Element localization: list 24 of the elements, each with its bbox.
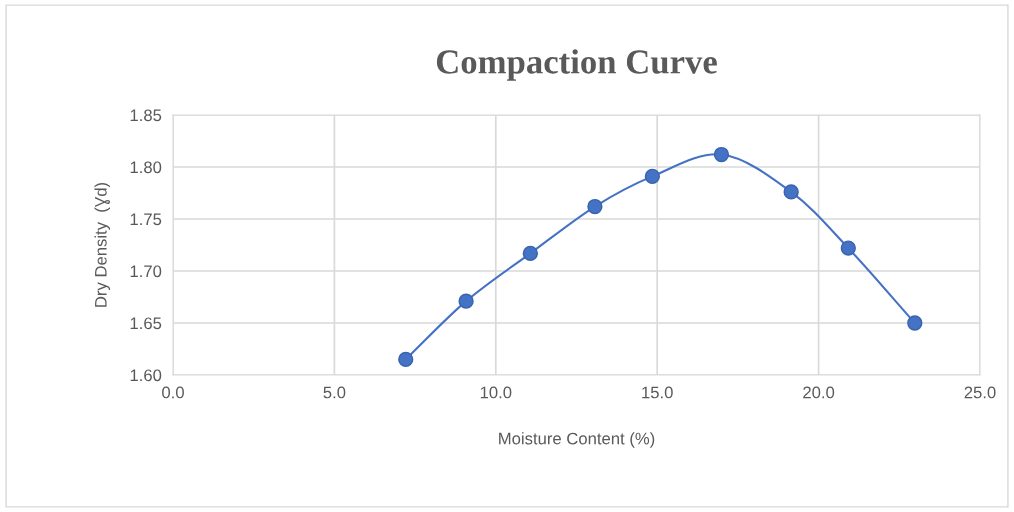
point — [587, 198, 603, 215]
y-tick-label: 1.60 — [130, 369, 162, 382]
point — [458, 293, 474, 309]
y-tick-label: 1.85 — [130, 109, 162, 122]
x-tick-label: 10.0 — [480, 386, 512, 399]
x-tick-label: 5.0 — [323, 386, 346, 399]
chart-title: Compaction Curve — [436, 49, 717, 81]
point — [398, 351, 414, 368]
y-tick-label: 1.70 — [130, 265, 162, 278]
y-tick-label: 1.75 — [130, 213, 162, 226]
point — [783, 184, 799, 200]
x-axis-title: Moisture Content (%) — [499, 432, 655, 448]
x-tick-label: 25.0 — [964, 386, 996, 399]
point — [644, 168, 660, 184]
y-tick-label: 1.80 — [130, 161, 162, 174]
x-tick-label: 20.0 — [803, 386, 835, 399]
point — [840, 240, 856, 256]
x-tick-label: 15.0 — [642, 386, 673, 399]
y-axis-title: Dry Density (Ɣd) — [94, 182, 111, 307]
point — [522, 245, 538, 261]
x-tick-label: 0.0 — [162, 386, 184, 399]
point — [713, 146, 730, 163]
y-tick-label: 1.65 — [130, 317, 162, 330]
point — [907, 315, 923, 331]
